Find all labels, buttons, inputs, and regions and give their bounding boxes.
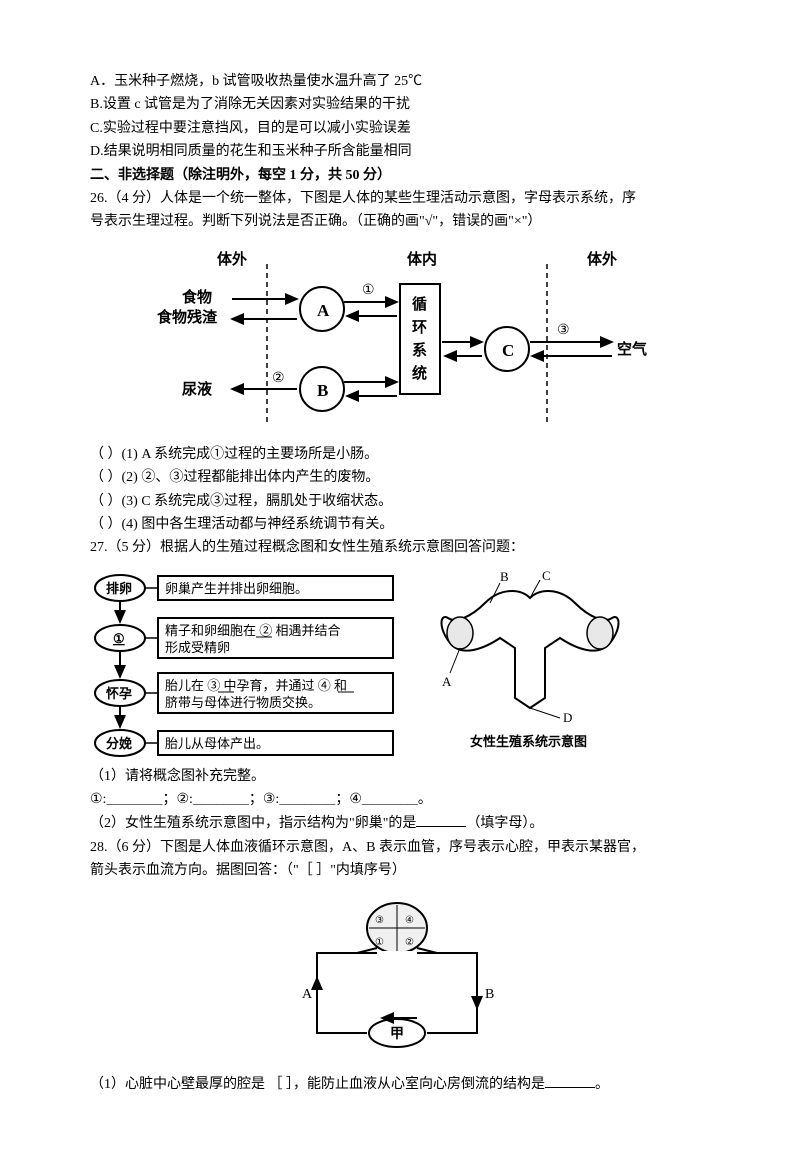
svg-text:循: 循	[412, 295, 427, 313]
svg-text:卵巢产生并排出卵细胞。: 卵巢产生并排出卵细胞。	[165, 581, 308, 596]
option-b: B.设置 c 试管是为了消除无关因素对实验结果的干扰	[90, 94, 704, 116]
q28-sub1-text: （1）心脏中心壁最厚的腔是 ［ ］，能防止血液从心室向心房倒流的结构是	[90, 1077, 545, 1092]
svg-text:④: ④	[405, 915, 414, 926]
svg-text:胎儿从母体产出。: 胎儿从母体产出。	[165, 736, 269, 751]
q27-stem: 27.（5 分）根据人的生殖过程概念图和女性生殖系统示意图回答问题：	[90, 537, 704, 559]
q26-sub3: （ ）(3) C 系统完成③过程，膈肌处于收缩状态。	[90, 491, 704, 513]
svg-text:怀孕: 怀孕	[106, 686, 132, 701]
svg-text:D: D	[563, 710, 572, 725]
svg-text:体内: 体内	[407, 250, 437, 268]
svg-text:C: C	[502, 341, 514, 360]
svg-text:女性生殖系统示意图: 女性生殖系统示意图	[470, 734, 587, 749]
svg-text:甲: 甲	[390, 1026, 404, 1042]
q27-sub2-blank[interactable]	[416, 812, 466, 827]
svg-text:分娩: 分娩	[106, 736, 132, 751]
svg-text:②: ②	[405, 937, 414, 948]
svg-text:食物残渣: 食物残渣	[157, 308, 218, 326]
svg-text:系: 系	[412, 342, 427, 359]
q27-fill-line: ①:＿＿＿＿；②:＿＿＿＿；③:＿＿＿＿；④＿＿＿＿。	[90, 789, 704, 811]
svg-text:环: 环	[412, 319, 427, 336]
svg-text:③: ③	[557, 323, 570, 338]
q27-sub1: （1）请将概念图补充完整。	[90, 766, 704, 788]
svg-text:①: ①	[113, 631, 125, 646]
svg-text:精子和卵细胞在 ② 相遇并结合: 精子和卵细胞在 ② 相遇并结合	[165, 623, 341, 638]
svg-text:A: A	[442, 674, 452, 689]
svg-text:C: C	[542, 568, 551, 583]
svg-text:B: B	[317, 381, 328, 400]
q26-sub4: （ ）(4) 图中各生理活动都与神经系统调节有关。	[90, 514, 704, 536]
svg-text:胎儿在 ③ 中孕育，并通过 ④ 和: 胎儿在 ③ 中孕育，并通过 ④ 和	[165, 678, 347, 693]
svg-text:统: 统	[412, 364, 427, 382]
q26-stem-line1: 26.（4 分）人体是一个统一整体，下图是人体的某些生理活动示意图，字母表示系统…	[90, 188, 704, 210]
svg-text:③: ③	[375, 915, 384, 926]
q28-stem-line2: 箭头表示血流方向。据图回答：（"［ ］"内填序号）	[90, 860, 704, 882]
option-a: A．玉米种子燃烧，b 试管吸收热量使水温升高了 25℃	[90, 71, 704, 93]
q27-organ-diagram: A B C D 女性生殖系统示意图	[430, 568, 630, 758]
q28-sub1: （1）心脏中心壁最厚的腔是 ［ ］，能防止血液从心室向心房倒流的结构是 。	[90, 1073, 704, 1096]
svg-text:B: B	[485, 987, 494, 1002]
q28-stem-line1: 28.（6 分）下图是人体血液循环示意图，A、B 表示血管，序号表示心腔，甲表示…	[90, 837, 704, 859]
q27-sub2-tail: （填字母）。	[466, 816, 543, 831]
q26-sub2: （ ）(2) ②、③过程都能排出体内产生的废物。	[90, 467, 704, 489]
svg-text:食物: 食物	[182, 288, 212, 306]
option-c: C.实验过程中要注意挡风，目的是可以减小实验误差	[90, 118, 704, 140]
svg-text:①: ①	[375, 937, 384, 948]
q27-concept-diagram: 排卵 ① 怀孕 分娩 卵巢产生并排出卵细胞。 精子和卵细胞在 ② 相遇并结合 形…	[90, 568, 400, 758]
svg-text:空气: 空气	[617, 340, 647, 358]
q27-sub2-text: （2）女性生殖系统示意图中，指示结构为"卵巢"的是	[90, 816, 416, 831]
section-2-title: 二、非选择题（除注明外，每空 1 分，共 50 分）	[90, 165, 704, 187]
svg-text:形成受精卵: 形成受精卵	[165, 640, 230, 655]
q26-diagram: 体外 体内 体外 食物 食物残渣 尿液 空气 A B C 循 环 系 统 ① ②…	[137, 244, 657, 434]
svg-text:体外: 体外	[217, 250, 247, 268]
q28-sub1-blank[interactable]	[545, 1073, 595, 1088]
svg-text:①: ①	[362, 283, 375, 298]
q28-diagram: ③ ④ ① ② 甲 A B	[267, 893, 527, 1063]
q27-sub2: （2）女性生殖系统示意图中，指示结构为"卵巢"的是 （填字母）。	[90, 812, 704, 835]
svg-text:A: A	[317, 301, 330, 320]
svg-text:②: ②	[272, 371, 285, 386]
q26-sub1: （ ）(1) A 系统完成①过程的主要场所是小肠。	[90, 444, 704, 466]
svg-text:排卵: 排卵	[106, 581, 132, 596]
option-d: D.结果说明相同质量的花生和玉米种子所含能量相同	[90, 141, 704, 163]
svg-text:尿液: 尿液	[182, 380, 213, 398]
svg-text:体外: 体外	[587, 250, 617, 268]
q26-stem-line2: 号表示生理过程。判断下列说法是否正确。（正确的画"√"，错误的画"×"）	[90, 211, 704, 233]
svg-text:B: B	[500, 569, 509, 584]
svg-text:脐带与母体进行物质交换。: 脐带与母体进行物质交换。	[165, 695, 321, 710]
q28-sub1-tail: 。	[595, 1077, 609, 1092]
svg-text:A: A	[302, 987, 313, 1002]
